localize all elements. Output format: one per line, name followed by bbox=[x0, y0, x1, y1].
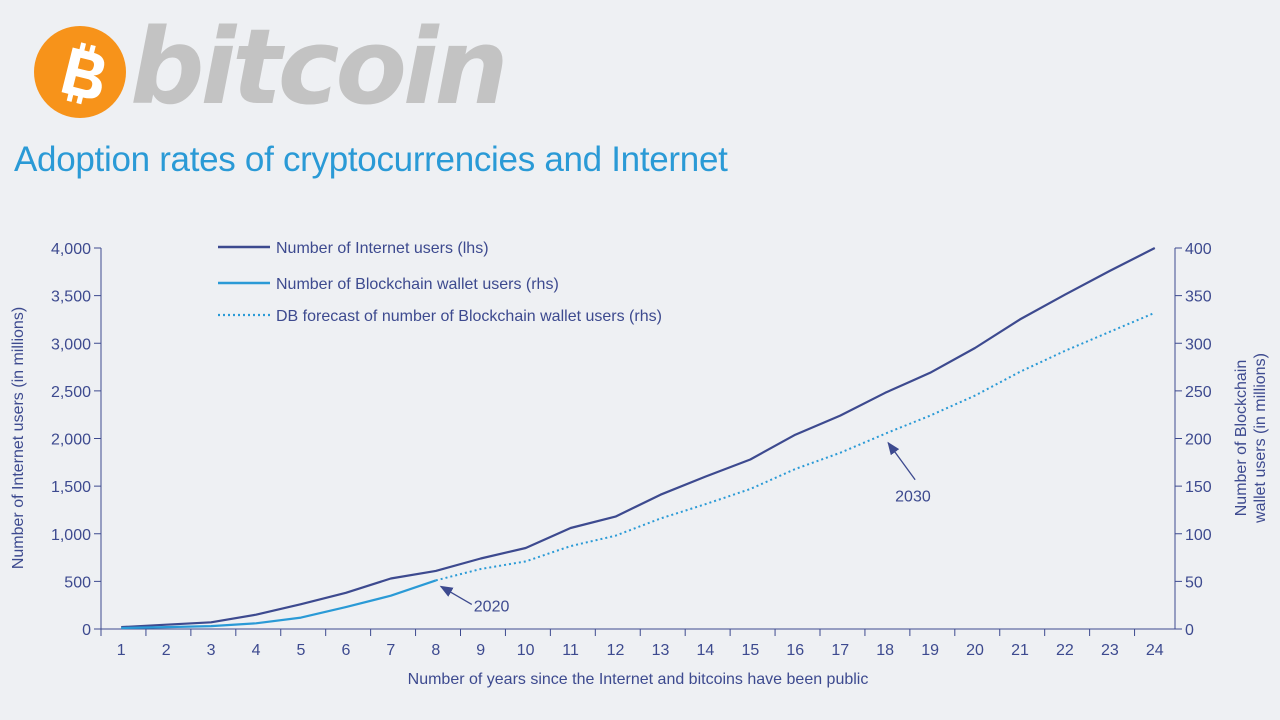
x-tick-label: 21 bbox=[1011, 642, 1029, 659]
annotation-2020-arrow bbox=[439, 585, 473, 605]
left-tick-label: 4,000 bbox=[51, 241, 91, 258]
right-tick-label: 150 bbox=[1185, 479, 1212, 496]
page-title: Adoption rates of cryptocurrencies and I… bbox=[14, 140, 728, 179]
x-tick-label: 8 bbox=[431, 642, 440, 659]
right-axis-title: Number of Blockchain wallet users (in mil… bbox=[1233, 353, 1269, 524]
annotation-2020-label: 2020 bbox=[474, 598, 510, 615]
x-tick-label: 4 bbox=[252, 642, 261, 659]
x-tick-label: 10 bbox=[517, 642, 535, 659]
x-tick-label: 1 bbox=[117, 642, 126, 659]
x-tick-label: 6 bbox=[341, 642, 350, 659]
x-tick-label: 15 bbox=[741, 642, 759, 659]
x-tick-label: 7 bbox=[386, 642, 395, 659]
bitcoin-symbol-icon bbox=[34, 26, 126, 118]
x-tick-label: 20 bbox=[966, 642, 984, 659]
right-tick-label: 400 bbox=[1185, 241, 1212, 258]
left-tick-label: 2,500 bbox=[51, 384, 91, 401]
x-tick-label: 14 bbox=[697, 642, 715, 659]
x-tick-label: 18 bbox=[876, 642, 894, 659]
legend-label: Number of Internet users (lhs) bbox=[276, 240, 489, 257]
x-tick-label: 13 bbox=[652, 642, 670, 659]
annotation-2030-label: 2030 bbox=[895, 489, 931, 506]
x-tick-label: 2 bbox=[162, 642, 171, 659]
right-tick-label: 250 bbox=[1185, 384, 1212, 401]
x-tick-label: 9 bbox=[476, 642, 485, 659]
left-tick-label: 500 bbox=[64, 574, 91, 591]
left-axis-title: Number of Internet users (in millions) bbox=[10, 307, 27, 569]
right-tick-label: 100 bbox=[1185, 527, 1212, 544]
x-tick-label: 11 bbox=[562, 642, 579, 659]
x-tick-label: 22 bbox=[1056, 642, 1074, 659]
left-tick-label: 1,000 bbox=[51, 527, 91, 544]
x-tick-label: 3 bbox=[207, 642, 216, 659]
x-tick-label: 5 bbox=[297, 642, 306, 659]
x-tick-label: 16 bbox=[786, 642, 804, 659]
bitcoin-wordmark: bitcoin bbox=[130, 6, 509, 128]
bitcoin-logo: bitcoin bbox=[32, 10, 509, 124]
wallet-users-line bbox=[121, 579, 437, 630]
x-axis-title: Number of years since the Internet and b… bbox=[408, 671, 869, 688]
internet-users-line bbox=[121, 247, 1156, 629]
x-tick-label: 17 bbox=[831, 642, 849, 659]
left-tick-label: 0 bbox=[82, 622, 91, 639]
right-tick-label: 50 bbox=[1185, 574, 1203, 591]
legend-label: Number of Blockchain wallet users (rhs) bbox=[276, 276, 559, 293]
x-tick-label: 12 bbox=[607, 642, 625, 659]
right-tick-label: 350 bbox=[1185, 289, 1212, 306]
left-tick-label: 1,500 bbox=[51, 479, 91, 496]
x-tick-label: 24 bbox=[1146, 642, 1164, 659]
x-tick-label: 19 bbox=[921, 642, 939, 659]
right-tick-label: 200 bbox=[1185, 432, 1212, 449]
left-tick-label: 2,000 bbox=[51, 432, 91, 449]
left-tick-label: 3,500 bbox=[51, 289, 91, 306]
x-tick-label: 23 bbox=[1101, 642, 1119, 659]
left-tick-label: 3,000 bbox=[51, 336, 91, 353]
right-tick-label: 300 bbox=[1185, 336, 1212, 353]
right-tick-label: 0 bbox=[1185, 622, 1194, 639]
annotation-2030-arrow bbox=[887, 441, 916, 481]
legend-label: DB forecast of number of Blockchain wall… bbox=[276, 308, 662, 325]
